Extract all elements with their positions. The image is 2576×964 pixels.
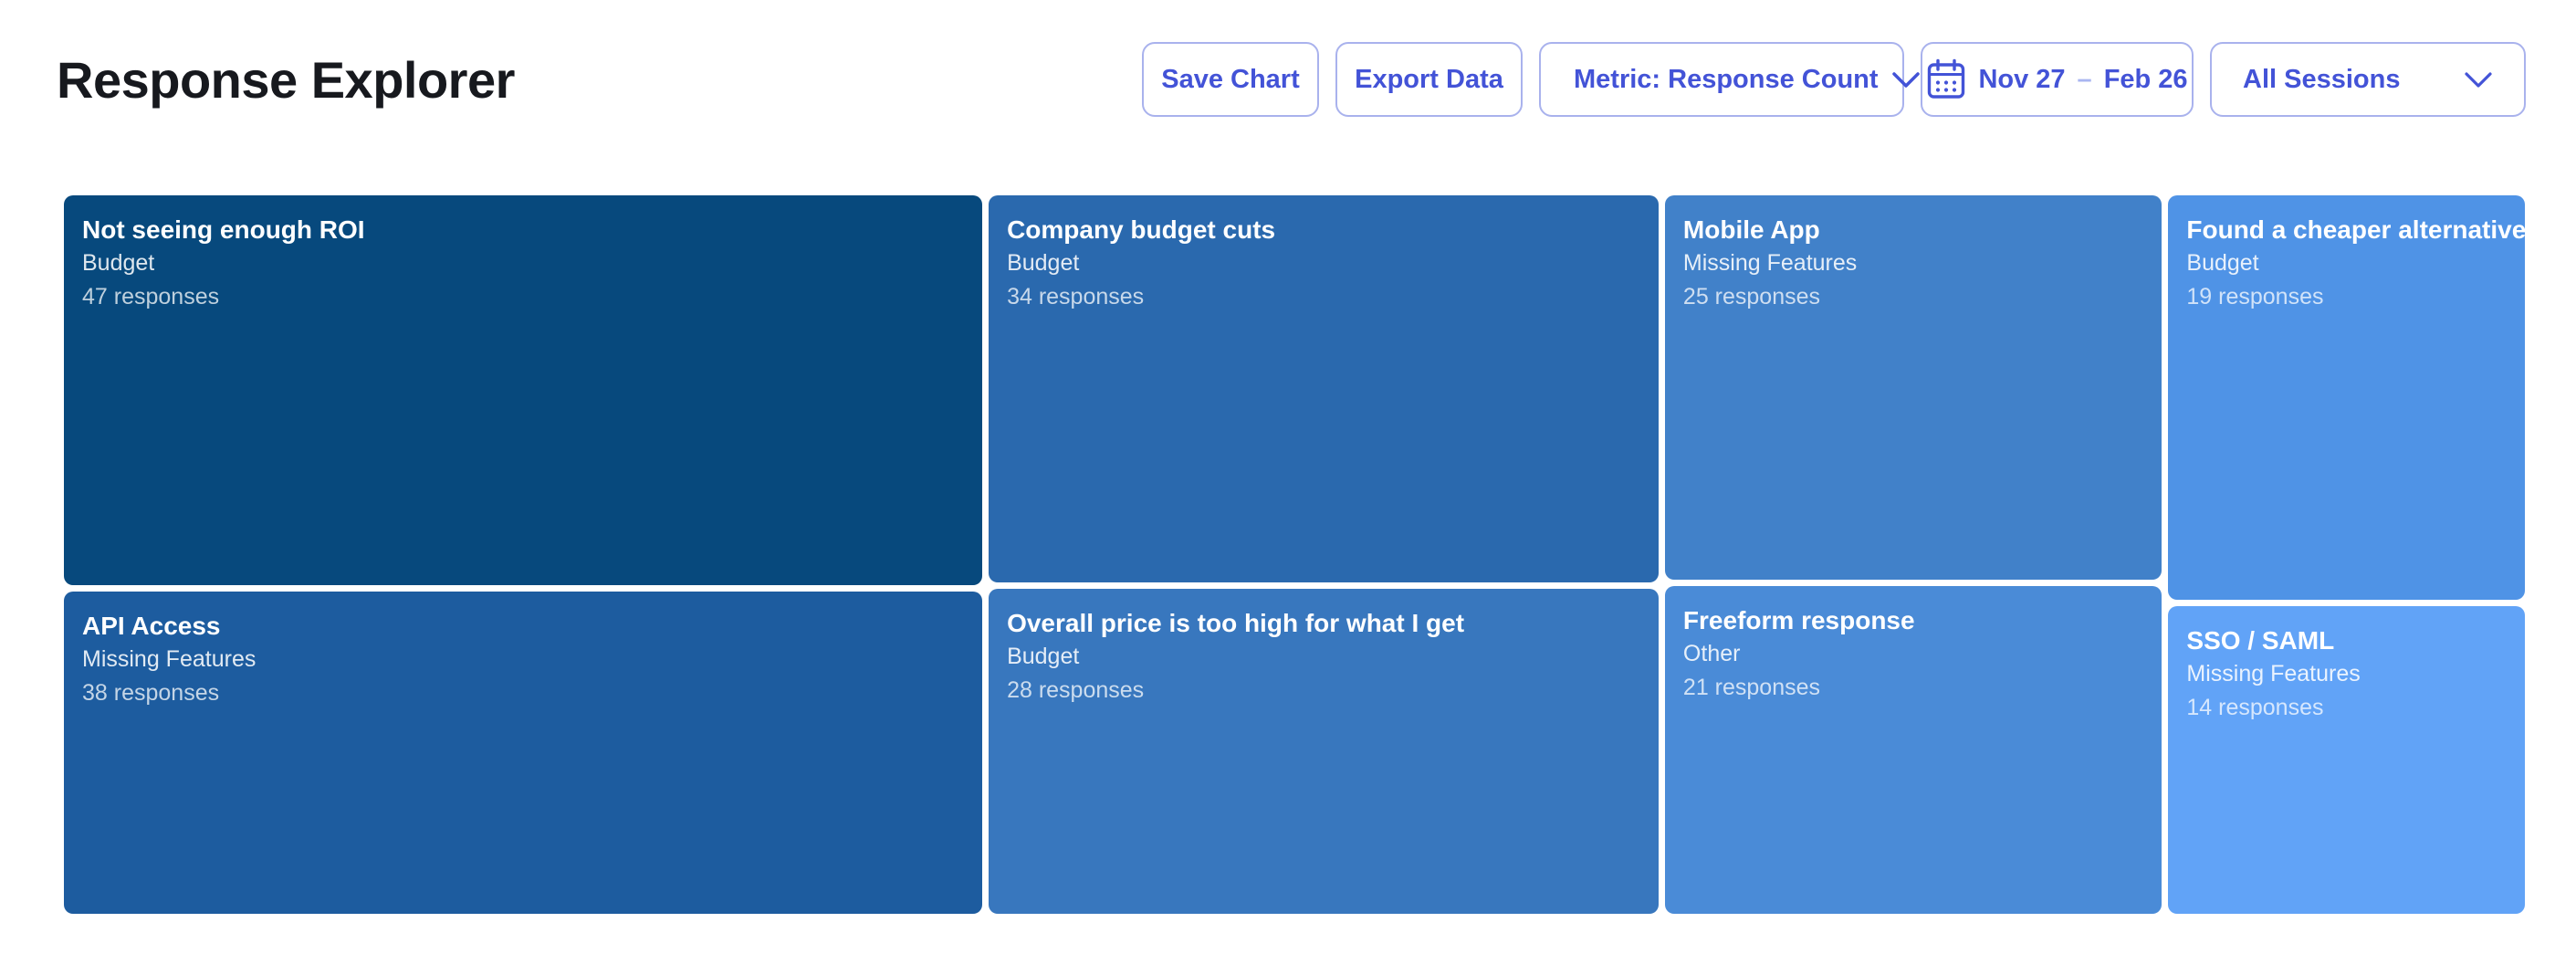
treemap-tile-count_label: 47 responses xyxy=(82,284,220,309)
treemap-tile-label: Company budget cuts xyxy=(1007,215,1276,244)
treemap-tile-count_label: 19 responses xyxy=(2186,284,2324,309)
treemap-tile-category: Missing Features xyxy=(2186,661,2361,687)
chevron-down-icon xyxy=(1891,71,1920,88)
treemap-tile[interactable]: API Access Missing Features 38 responses xyxy=(64,592,983,914)
treemap-tile-label: Mobile App xyxy=(1682,215,1820,244)
treemap-tile-category: Budget xyxy=(82,250,155,276)
treemap-tile[interactable]: Company budget cuts Budget 34 responses xyxy=(989,195,1659,583)
treemap-tile-label: Freeform response xyxy=(1682,605,1915,634)
treemap-tile-category: Missing Features xyxy=(1682,250,1858,276)
treemap-column: Company budget cuts Budget 34 responses Ove… xyxy=(989,195,1659,914)
sessions-dropdown-label: All Sessions xyxy=(2243,64,2401,94)
save-chart-label: Save Chart xyxy=(1161,64,1300,94)
treemap-tile[interactable]: Overall price is too high for what I get… xyxy=(989,589,1659,914)
metric-dropdown-label: Metric: Response Count xyxy=(1574,64,1879,94)
treemap-tile-category: Budget xyxy=(2186,250,2259,276)
treemap-tile-label: API Access xyxy=(82,612,221,641)
export-data-label: Export Data xyxy=(1355,64,1503,94)
treemap-tile[interactable]: Found a cheaper alternative Budget 19 resp… xyxy=(2168,195,2525,601)
treemap-tile-count_label: 34 responses xyxy=(1007,284,1145,309)
treemap-tile[interactable]: Freeform response Other 21 responses xyxy=(1664,585,2162,914)
date-range-separator: – xyxy=(2077,64,2092,94)
toolbar: Save Chart Export Data Metric: Response … xyxy=(1142,42,2526,117)
date-range-end: Feb 26 xyxy=(2103,64,2188,94)
treemap-column: Mobile App Missing Features 25 responses Fr… xyxy=(1664,195,2162,914)
treemap-tile-count_label: 21 responses xyxy=(1682,674,1821,700)
treemap-tile-count_label: 38 responses xyxy=(82,680,220,707)
treemap-column: Not seeing enough ROI Budget 47 responses A… xyxy=(64,195,983,914)
treemap-tile-label: Overall price is too high for what I get xyxy=(1007,609,1465,638)
treemap-tile[interactable]: Mobile App Missing Features 25 responses xyxy=(1664,195,2162,580)
treemap-tile-label: Found a cheaper alternative xyxy=(2186,215,2525,244)
save-chart-button[interactable]: Save Chart xyxy=(1142,42,1319,117)
treemap-tile-count_label: 25 responses xyxy=(1682,284,1821,309)
treemap-tile-label: Not seeing enough ROI xyxy=(82,215,365,244)
treemap-column: Found a cheaper alternative Budget 19 resp… xyxy=(2168,195,2525,914)
sessions-dropdown[interactable]: All Sessions xyxy=(2210,42,2526,117)
treemap-tile-category: Other xyxy=(1682,640,1741,666)
export-data-button[interactable]: Export Data xyxy=(1335,42,1523,117)
treemap-tile-count_label: 14 responses xyxy=(2186,695,2324,721)
treemap-tile-label: SSO / SAML xyxy=(2186,626,2335,655)
treemap: Not seeing enough ROI Budget 47 responses A… xyxy=(64,195,2525,914)
calendar-icon xyxy=(1928,58,1965,99)
date-range-start: Nov 27 xyxy=(1978,64,2066,94)
page-title: Response Explorer xyxy=(57,50,515,109)
treemap-tile-category: Budget xyxy=(1007,644,1080,670)
header: Response Explorer Save Chart Export Data… xyxy=(57,42,2526,117)
treemap-tile-count_label: 28 responses xyxy=(1007,677,1145,704)
treemap-tile-category: Missing Features xyxy=(82,646,257,673)
treemap-tile[interactable]: Not seeing enough ROI Budget 47 responses xyxy=(64,195,983,586)
metric-dropdown[interactable]: Metric: Response Count xyxy=(1539,42,1920,117)
chevron-down-icon xyxy=(2465,71,2492,88)
treemap-tile[interactable]: SSO / SAML Missing Features 14 responses xyxy=(2168,606,2525,914)
treemap-tile-category: Budget xyxy=(1007,250,1080,276)
date-range-picker[interactable]: Nov 27 – Feb 26 xyxy=(1921,42,2194,117)
